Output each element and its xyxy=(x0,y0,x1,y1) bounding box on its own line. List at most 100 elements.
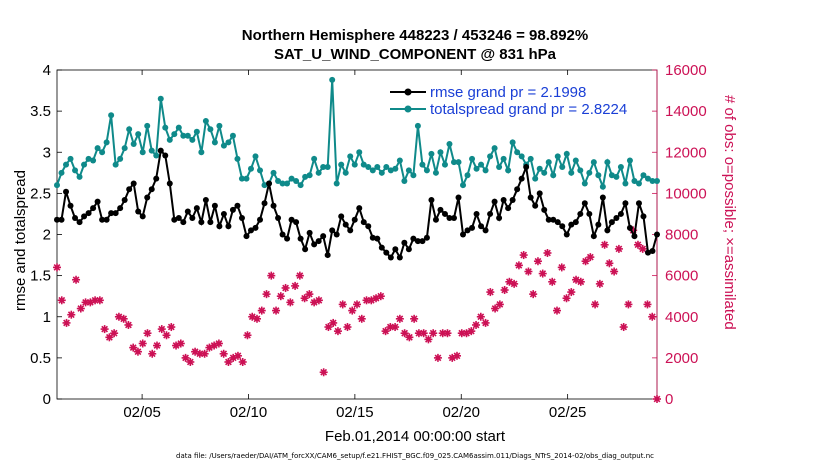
obs-marker-core xyxy=(378,293,384,299)
data-point xyxy=(333,180,340,187)
obs-marker-core xyxy=(145,331,150,336)
data-point xyxy=(175,124,182,131)
obs-marker-core xyxy=(540,271,545,276)
data-point xyxy=(631,178,638,185)
data-point xyxy=(139,149,146,156)
axes-layer: 0 0.5 1 1.5 2 2.5 3 3.5 4 0 2000 4000 6000 8000 10000 1… xyxy=(30,62,707,421)
data-point xyxy=(275,178,282,185)
data-point xyxy=(532,202,539,209)
obs-marker-core xyxy=(202,351,207,356)
obs-marker-core xyxy=(616,246,622,252)
obs-marker-core xyxy=(264,291,269,297)
data-point xyxy=(311,155,318,162)
data-point xyxy=(383,164,390,171)
data-point xyxy=(496,215,503,222)
obs-marker-core xyxy=(307,291,312,297)
obs-marker-core xyxy=(278,293,284,299)
data-point xyxy=(654,178,660,185)
y-right-tick-label: 16000 xyxy=(665,62,707,79)
y-tick-label: 1.5 xyxy=(30,268,51,285)
data-point xyxy=(342,169,349,176)
data-point xyxy=(63,188,70,195)
data-point xyxy=(505,167,512,174)
obs-marker-core xyxy=(111,331,117,336)
data-point xyxy=(81,161,88,168)
data-point xyxy=(595,221,602,228)
obs-marker-core xyxy=(450,355,455,361)
obs-marker-core xyxy=(578,279,584,284)
data-point xyxy=(509,196,516,203)
y-tick-label: 0 xyxy=(43,391,51,408)
data-point xyxy=(94,145,101,152)
legend-label: totalspread grand pr = 2.8224 xyxy=(430,101,627,118)
y-right-tick-label: 6000 xyxy=(665,268,698,285)
data-point xyxy=(121,196,128,203)
data-point xyxy=(378,169,385,176)
data-point xyxy=(441,210,448,217)
data-point xyxy=(604,227,611,234)
obs-marker-core xyxy=(321,370,326,375)
obs-marker-core xyxy=(550,279,555,284)
obs-marker-core xyxy=(621,324,626,330)
obs-marker-core xyxy=(102,326,107,332)
data-point xyxy=(654,231,660,238)
obs-marker-core xyxy=(511,281,517,287)
obs-marker-core xyxy=(469,328,474,334)
data-point xyxy=(374,164,381,171)
obs-marker-core xyxy=(392,324,398,330)
data-point xyxy=(401,178,408,185)
y-right-tick-label: 2000 xyxy=(665,350,698,367)
data-point xyxy=(157,95,164,102)
obs-marker-core xyxy=(611,269,617,274)
obs-marker-core xyxy=(92,298,98,303)
obs-marker-core xyxy=(107,335,112,340)
data-point xyxy=(608,172,615,179)
obs-marker-core xyxy=(502,287,507,293)
data-point xyxy=(184,208,191,215)
data-point xyxy=(482,167,489,174)
obs-marker-core xyxy=(59,298,64,303)
obs-marker-core xyxy=(121,316,126,322)
data-point xyxy=(563,231,570,238)
data-point xyxy=(446,141,453,148)
obs-marker-core xyxy=(440,331,445,336)
data-point xyxy=(347,227,354,234)
y-tick-label: 2 xyxy=(43,227,51,244)
data-point xyxy=(356,205,363,212)
data-point xyxy=(469,155,476,162)
data-point xyxy=(207,126,214,133)
data-point xyxy=(229,132,236,139)
y-right-tick-label: 14000 xyxy=(665,103,707,120)
data-point xyxy=(99,149,106,156)
data-point xyxy=(247,227,254,234)
obs-marker-core xyxy=(292,283,298,289)
obs-marker-core xyxy=(178,341,184,346)
obs-marker-core xyxy=(516,263,522,268)
data-point xyxy=(148,186,155,193)
data-point xyxy=(487,153,494,160)
data-point xyxy=(590,159,597,166)
obs-marker-core xyxy=(650,314,655,319)
data-point xyxy=(608,219,615,226)
y-axis-label-right: # of obs: o=possible; ×=assimilated xyxy=(721,95,738,330)
data-point xyxy=(99,216,106,223)
data-point xyxy=(464,227,471,234)
obs-marker-core xyxy=(302,296,307,301)
obs-marker-core xyxy=(364,298,369,303)
data-point xyxy=(121,145,128,152)
data-point xyxy=(58,169,65,176)
obs-marker-core xyxy=(583,259,588,264)
data-point xyxy=(455,159,462,166)
data-point xyxy=(536,190,543,197)
data-point xyxy=(216,223,223,230)
data-point xyxy=(130,180,137,187)
data-point xyxy=(171,216,178,223)
data-point xyxy=(229,206,236,213)
data-point xyxy=(613,173,620,180)
obs-marker-core xyxy=(397,316,403,322)
data-point xyxy=(288,216,295,223)
y-right-tick-label: 4000 xyxy=(665,309,698,326)
data-point xyxy=(270,202,277,209)
data-point xyxy=(266,180,273,187)
